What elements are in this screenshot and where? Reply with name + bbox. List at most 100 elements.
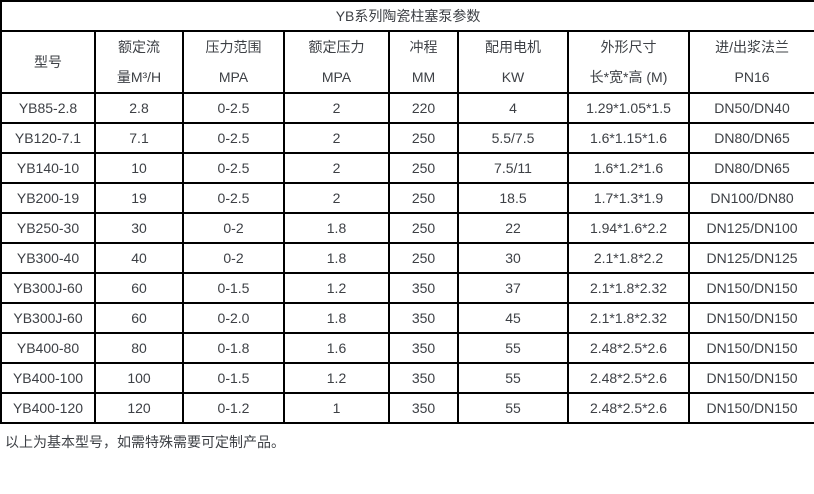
cell-model: YB300-40 [0, 242, 96, 274]
cell-rated-pressure: 1.8 [283, 212, 390, 244]
cell-dimensions: 1.6*1.15*1.6 [567, 122, 690, 154]
column-header-rated-pressure: 额定压力 MPA [283, 30, 390, 94]
cell-rated-pressure: 1.2 [283, 272, 390, 304]
cell-dimensions: 2.48*2.5*2.6 [567, 362, 690, 394]
cell-rated-flow: 100 [94, 362, 184, 394]
cell-dimensions: 1.29*1.05*1.5 [567, 92, 690, 124]
cell-rated-pressure: 2 [283, 182, 390, 214]
cell-motor: 37 [457, 272, 569, 304]
cell-model: YB300J-60 [0, 302, 96, 334]
cell-flange: DN150/DN150 [687, 302, 814, 334]
cell-dimensions: 2.48*2.5*2.6 [567, 332, 690, 364]
cell-motor: 55 [457, 392, 569, 424]
cell-pressure-range: 0-2.5 [182, 122, 285, 154]
cell-pressure-range: 0-1.5 [182, 272, 285, 304]
cell-model: YB250-30 [0, 212, 96, 244]
cell-model: YB120-7.1 [0, 122, 96, 154]
cell-rated-flow: 10 [94, 152, 184, 184]
cell-model: YB400-100 [0, 362, 96, 394]
cell-model: YB200-19 [0, 182, 96, 214]
table-row: YB120-7.1 7.1 0-2.5 2 250 5.5/7.5 1.6*1.… [0, 122, 814, 154]
column-header-motor: 配用电机 KW [457, 30, 569, 94]
cell-motor: 7.5/11 [457, 152, 569, 184]
cell-rated-flow: 60 [94, 302, 184, 334]
cell-stroke: 350 [388, 272, 459, 304]
cell-stroke: 350 [388, 332, 459, 364]
cell-rated-flow: 40 [94, 242, 184, 274]
cell-motor: 5.5/7.5 [457, 122, 569, 154]
table-row: YB400-100 100 0-1.5 1.2 350 55 2.48*2.5*… [0, 362, 814, 394]
column-header-rated-flow: 额定流 量M³/H [94, 30, 184, 94]
cell-rated-flow: 30 [94, 212, 184, 244]
cell-flange: DN150/DN150 [687, 392, 814, 424]
cell-model: YB400-120 [0, 392, 96, 424]
table-row: YB400-80 80 0-1.8 1.6 350 55 2.48*2.5*2.… [0, 332, 814, 364]
cell-stroke: 220 [388, 92, 459, 124]
cell-motor: 55 [457, 362, 569, 394]
cell-dimensions: 2.1*1.8*2.32 [567, 302, 690, 334]
cell-dimensions: 2.1*1.8*2.2 [567, 242, 690, 274]
cell-rated-flow: 19 [94, 182, 184, 214]
column-header-pressure-range: 压力范围 MPA [182, 30, 285, 94]
table-title-row: YB系列陶瓷柱塞泵参数 [0, 0, 814, 32]
cell-rated-pressure: 1.6 [283, 332, 390, 364]
cell-dimensions: 1.6*1.2*1.6 [567, 152, 690, 184]
cell-dimensions: 2.48*2.5*2.6 [567, 392, 690, 424]
cell-rated-pressure: 1.2 [283, 362, 390, 394]
cell-stroke: 350 [388, 392, 459, 424]
cell-motor: 4 [457, 92, 569, 124]
cell-pressure-range: 0-1.8 [182, 332, 285, 364]
cell-rated-flow: 7.1 [94, 122, 184, 154]
table-row: YB200-19 19 0-2.5 2 250 18.5 1.7*1.3*1.9… [0, 182, 814, 214]
column-header-model: 型号 [0, 30, 96, 94]
cell-rated-pressure: 1.8 [283, 242, 390, 274]
cell-pressure-range: 0-1.5 [182, 362, 285, 394]
table-row: YB140-10 10 0-2.5 2 250 7.5/11 1.6*1.2*1… [0, 152, 814, 184]
cell-rated-flow: 80 [94, 332, 184, 364]
cell-dimensions: 1.7*1.3*1.9 [567, 182, 690, 214]
cell-flange: DN125/DN125 [687, 242, 814, 274]
cell-motor: 45 [457, 302, 569, 334]
cell-dimensions: 2.1*1.8*2.32 [567, 272, 690, 304]
cell-pressure-range: 0-2.5 [182, 152, 285, 184]
cell-flange: DN150/DN150 [687, 362, 814, 394]
cell-pressure-range: 0-2.5 [182, 182, 285, 214]
cell-pressure-range: 0-2 [182, 242, 285, 274]
cell-pressure-range: 0-2.5 [182, 92, 285, 124]
cell-dimensions: 1.94*1.6*2.2 [567, 212, 690, 244]
cell-stroke: 250 [388, 212, 459, 244]
cell-stroke: 250 [388, 182, 459, 214]
table-title: YB系列陶瓷柱塞泵参数 [0, 0, 814, 32]
cell-rated-pressure: 2 [283, 152, 390, 184]
cell-pressure-range: 0-2 [182, 212, 285, 244]
cell-stroke: 250 [388, 122, 459, 154]
cell-flange: DN150/DN150 [687, 272, 814, 304]
table-row: YB300J-60 60 0-2.0 1.8 350 45 2.1*1.8*2.… [0, 302, 814, 334]
column-header-dimensions: 外形尺寸 长*宽*高 (M) [567, 30, 690, 94]
cell-stroke: 350 [388, 362, 459, 394]
cell-model: YB400-80 [0, 332, 96, 364]
cell-motor: 18.5 [457, 182, 569, 214]
cell-flange: DN125/DN100 [687, 212, 814, 244]
cell-motor: 30 [457, 242, 569, 274]
cell-rated-pressure: 2 [283, 122, 390, 154]
cell-flange: DN100/DN80 [687, 182, 814, 214]
column-header-stroke: 冲程 MM [388, 30, 459, 94]
cell-flange: DN80/DN65 [687, 152, 814, 184]
table-row: YB300J-60 60 0-1.5 1.2 350 37 2.1*1.8*2.… [0, 272, 814, 304]
cell-motor: 22 [457, 212, 569, 244]
cell-flange: DN50/DN40 [687, 92, 814, 124]
table-row: YB400-120 120 0-1.2 1 350 55 2.48*2.5*2.… [0, 392, 814, 424]
pump-spec-table: YB系列陶瓷柱塞泵参数 型号 额定流 量M³/H 压力范围 MPA 额定压力 M… [0, 0, 814, 424]
cell-rated-pressure: 1 [283, 392, 390, 424]
column-header-flange: 进/出浆法兰 PN16 [687, 30, 814, 94]
cell-model: YB85-2.8 [0, 92, 96, 124]
cell-model: YB140-10 [0, 152, 96, 184]
cell-pressure-range: 0-1.2 [182, 392, 285, 424]
cell-stroke: 250 [388, 242, 459, 274]
table-row: YB250-30 30 0-2 1.8 250 22 1.94*1.6*2.2 … [0, 212, 814, 244]
table-header-row: 型号 额定流 量M³/H 压力范围 MPA 额定压力 MPA 冲程 MM 配用电… [0, 30, 814, 94]
footer-note: 以上为基本型号，如需特殊需要可定制产品。 [5, 434, 285, 450]
cell-rated-flow: 120 [94, 392, 184, 424]
cell-stroke: 350 [388, 302, 459, 334]
